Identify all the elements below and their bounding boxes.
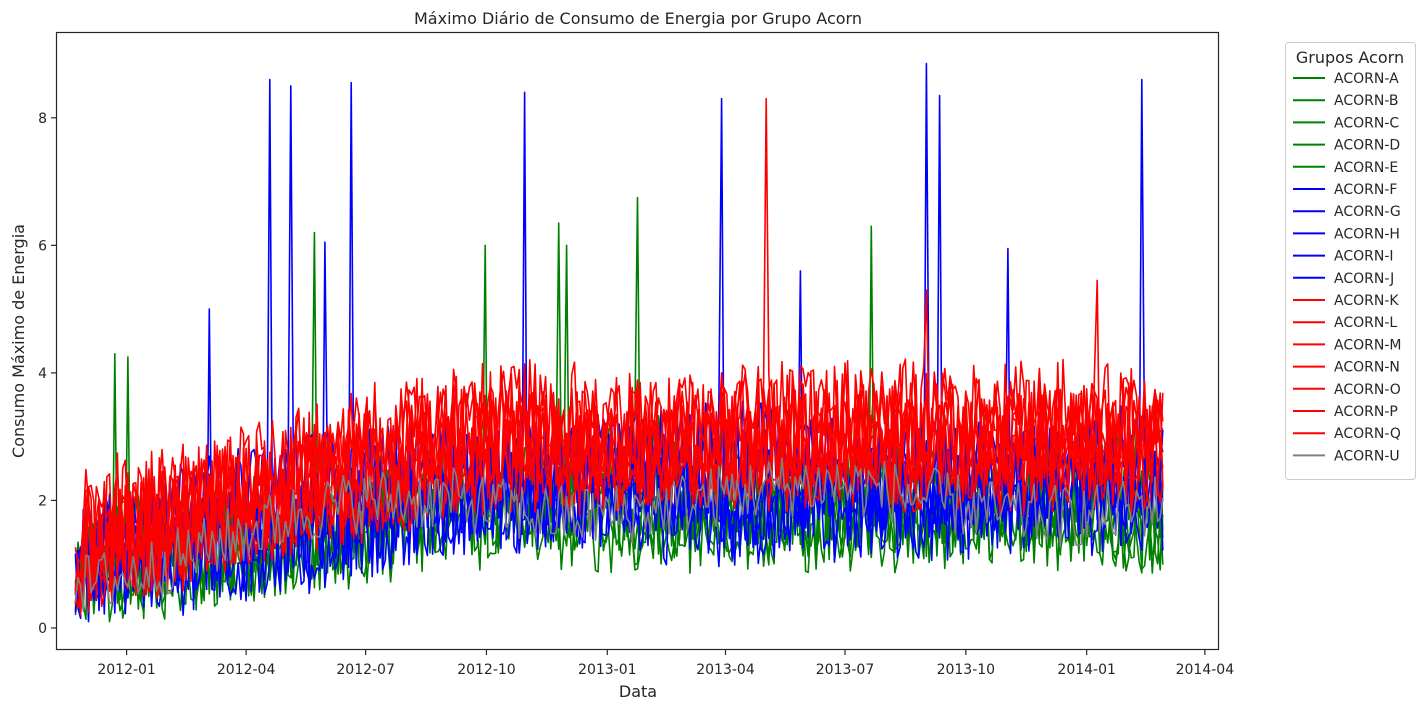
legend-label-acorn-d: ACORN-D <box>1334 138 1400 154</box>
legend-items: ACORN-A ACORN-B ACORN-C ACORN-D ACORN-E ACORN… <box>1293 71 1401 464</box>
legend-label-acorn-f: ACORN-F <box>1334 182 1397 198</box>
x-tick-label: 2014-04 <box>1176 662 1235 678</box>
series-line-acorn-p <box>74 370 1164 609</box>
y-axis-label: Consumo Máximo de Energia <box>9 224 28 458</box>
x-axis-label: Data <box>619 682 657 701</box>
legend: Grupos Acorn ACORN-AACORN-BACORN-CACORN-… <box>1285 42 1416 480</box>
x-tick-label: 2013-04 <box>696 662 755 678</box>
series-line-acorn-o <box>74 279 1164 605</box>
y-axis: 0 2 4 6 8 <box>38 111 57 637</box>
legend-label-acorn-u: ACORN-U <box>1334 448 1400 464</box>
legend-label-acorn-l: ACORN-L <box>1334 315 1397 331</box>
chart-title: Máximo Diário de Consumo de Energia por … <box>414 9 862 28</box>
legend-label-acorn-b: ACORN-B <box>1334 93 1398 109</box>
legend-label-acorn-n: ACORN-N <box>1334 360 1400 376</box>
legend-label-acorn-a: ACORN-A <box>1334 71 1399 87</box>
legend-label-acorn-k: ACORN-K <box>1334 293 1399 309</box>
x-tick-label: 2014-01 <box>1057 662 1116 678</box>
legend-label-acorn-p: ACORN-P <box>1334 404 1398 420</box>
y-tick-label: 8 <box>38 111 47 127</box>
legend-label-acorn-j: ACORN-J <box>1334 271 1394 287</box>
x-tick-label: 2013-07 <box>816 662 875 678</box>
series-layer <box>74 62 1164 623</box>
legend-label-acorn-g: ACORN-G <box>1334 204 1401 220</box>
x-axis: 2012-01 2012-04 2012-07 2012-10 2013-01 2013-… <box>97 649 1234 678</box>
x-tick-label: 2012-04 <box>217 662 276 678</box>
y-tick-label: 2 <box>38 493 47 509</box>
legend-title: Grupos Acorn <box>1296 48 1404 67</box>
legend-label-acorn-m: ACORN-M <box>1334 337 1401 353</box>
plot-frame <box>55 31 1220 651</box>
y-tick-label: 0 <box>38 621 47 637</box>
legend-frame <box>1285 42 1416 480</box>
x-tick-label: 2012-07 <box>336 662 395 678</box>
y-tick-label: 4 <box>38 366 47 382</box>
legend-label-acorn-c: ACORN-C <box>1334 115 1399 131</box>
legend-label-acorn-o: ACORN-O <box>1334 382 1401 398</box>
legend-label-acorn-h: ACORN-H <box>1334 226 1400 242</box>
legend-label-acorn-e: ACORN-E <box>1334 160 1398 176</box>
x-tick-label: 2013-10 <box>937 662 996 678</box>
series-line-acorn-u <box>74 457 1164 613</box>
x-tick-label: 2013-01 <box>578 662 637 678</box>
y-tick-label: 6 <box>38 238 47 254</box>
series-line-acorn-q <box>74 289 1164 608</box>
legend-label-acorn-q: ACORN-Q <box>1334 426 1401 442</box>
x-tick-label: 2012-10 <box>457 662 516 678</box>
legend-label-acorn-i: ACORN-I <box>1334 249 1394 265</box>
x-tick-label: 2012-01 <box>97 662 156 678</box>
